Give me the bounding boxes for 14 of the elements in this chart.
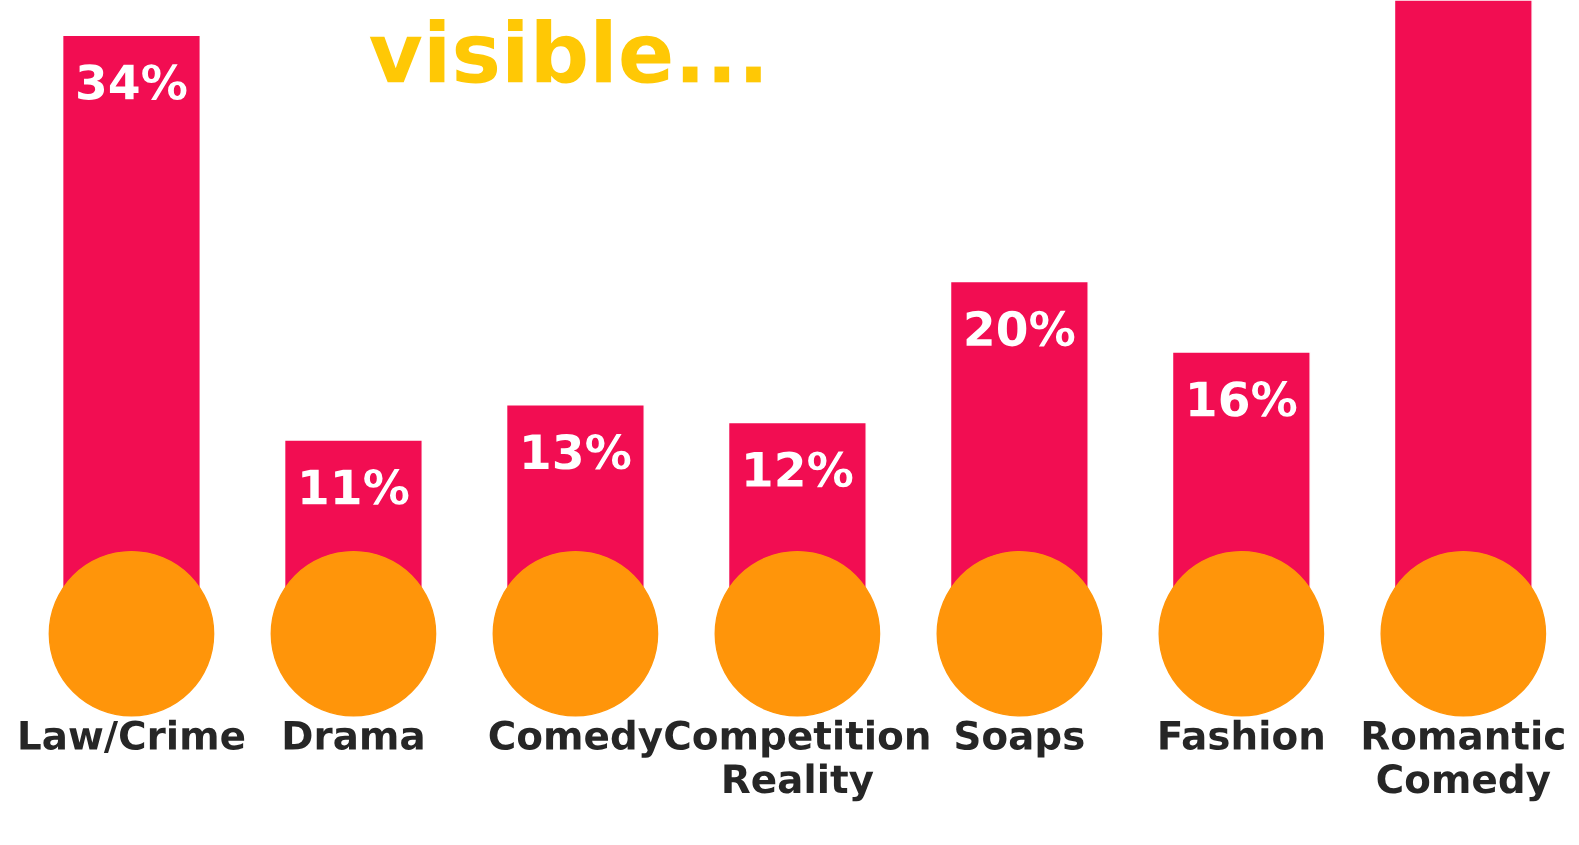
x-tick-label: Fashion bbox=[1160, 719, 1323, 750]
data-label: 34% bbox=[78, 64, 187, 100]
x-tick-label: Competition Reality bbox=[665, 719, 929, 802]
data-label: 12% bbox=[746, 451, 853, 488]
x-tick-label: Comedy bbox=[489, 719, 663, 758]
data-label: 16% bbox=[1190, 381, 1297, 417]
x-tick-label: Law/Crime bbox=[20, 719, 245, 754]
data-label: 20% bbox=[966, 310, 1075, 347]
chart-title: visible... bbox=[369, 19, 761, 84]
x-tick-label: Drama bbox=[284, 721, 423, 750]
x-tick-label: Soaps bbox=[956, 720, 1084, 758]
data-label: 13% bbox=[524, 433, 631, 470]
data-label: 11% bbox=[302, 469, 409, 505]
x-tick-label: Romantic Comedy bbox=[1363, 719, 1564, 802]
